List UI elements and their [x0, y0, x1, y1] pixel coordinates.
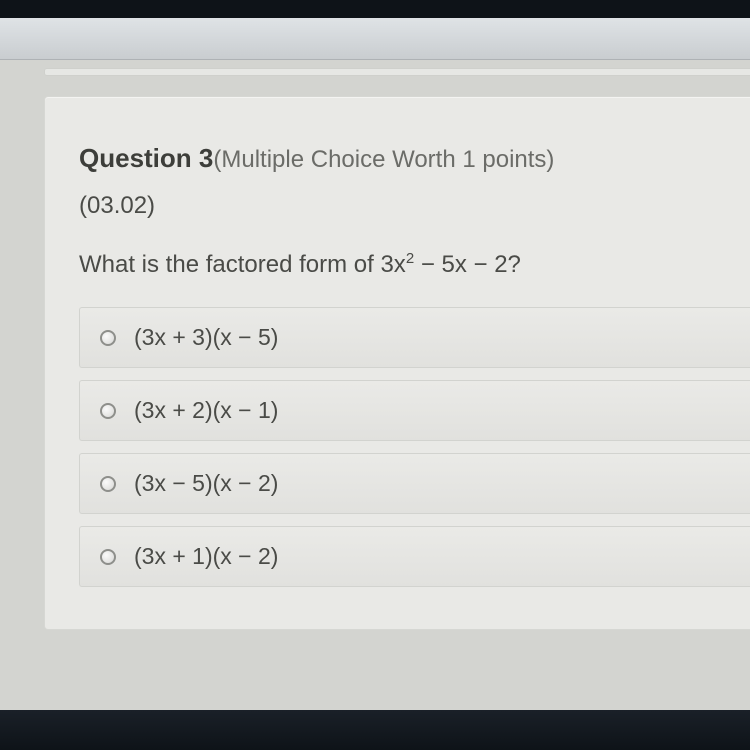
radio-icon[interactable] [100, 476, 116, 492]
choice-option[interactable]: (3x + 2)(x − 1) [79, 380, 750, 441]
choice-option[interactable]: (3x + 1)(x − 2) [79, 526, 750, 587]
prompt-text-after: − 5x − 2? [414, 251, 521, 278]
page-viewport: Question 3(Multiple Choice Worth 1 point… [0, 60, 750, 750]
prompt-text-before: What is the factored form of 3x [79, 251, 406, 278]
choice-option[interactable]: (3x − 5)(x − 2) [79, 453, 750, 514]
browser-toolbar [0, 18, 750, 60]
choice-label: (3x + 1)(x − 2) [134, 543, 278, 570]
choice-option[interactable]: (3x + 3)(x − 5) [79, 307, 750, 368]
question-section-code: (03.02) [79, 192, 750, 220]
choice-label: (3x − 5)(x − 2) [134, 470, 278, 497]
choice-label: (3x + 3)(x − 5) [134, 324, 278, 351]
prompt-exponent: 2 [406, 250, 414, 267]
question-meta: (Multiple Choice Worth 1 points) [213, 146, 554, 173]
choice-label: (3x + 2)(x − 1) [134, 397, 278, 424]
question-label: Question [79, 143, 199, 173]
radio-icon[interactable] [100, 403, 116, 419]
radio-icon[interactable] [100, 330, 116, 346]
question-card: Question 3(Multiple Choice Worth 1 point… [44, 96, 750, 630]
radio-icon[interactable] [100, 549, 116, 565]
question-heading: Question 3(Multiple Choice Worth 1 point… [79, 143, 750, 174]
device-bezel-top [0, 0, 750, 18]
device-bezel-bottom [0, 710, 750, 750]
question-prompt: What is the factored form of 3x2 − 5x − … [79, 250, 750, 279]
question-number: 3 [199, 143, 213, 173]
